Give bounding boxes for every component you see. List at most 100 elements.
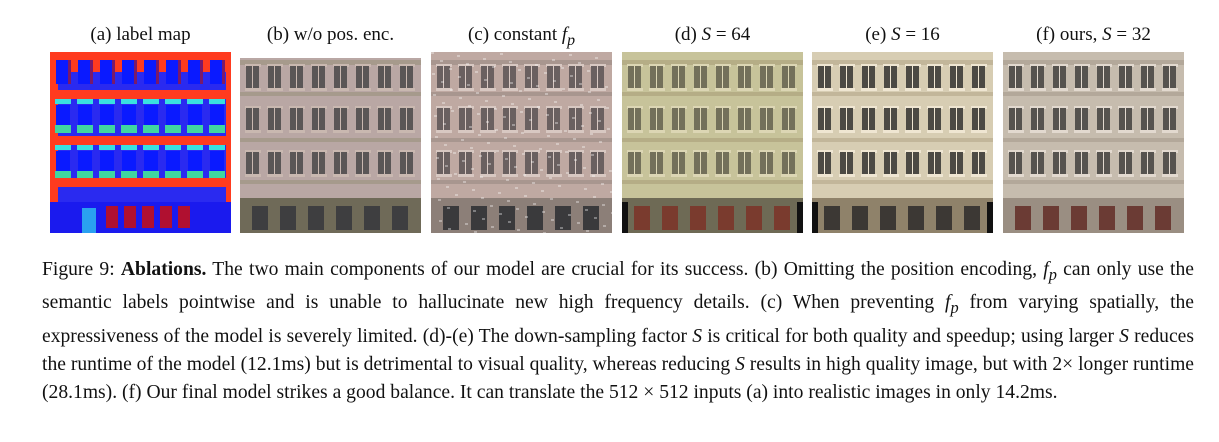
window-pediment xyxy=(1118,150,1134,153)
window-sill xyxy=(546,130,562,133)
cornice xyxy=(812,180,993,184)
window-mullion xyxy=(509,108,510,130)
window-mullion xyxy=(318,152,319,174)
window-pediment xyxy=(289,64,305,67)
label-balcony xyxy=(187,171,203,178)
window-pediment xyxy=(649,64,665,67)
window-sill xyxy=(289,174,305,177)
window-sill xyxy=(267,174,283,177)
label-sill xyxy=(187,145,203,150)
window-sill xyxy=(355,130,371,133)
cornice xyxy=(812,92,993,96)
window-sill xyxy=(715,174,731,177)
window-sill xyxy=(524,88,540,91)
ground-window xyxy=(852,206,868,230)
label-balcony xyxy=(165,171,181,178)
window-pediment xyxy=(693,64,709,67)
window-pediment xyxy=(1030,106,1046,109)
window-pediment xyxy=(377,64,393,67)
window-sill xyxy=(883,88,899,91)
window-mullion xyxy=(766,152,767,174)
window-mullion xyxy=(956,108,957,130)
window-pediment xyxy=(546,106,562,109)
window-sill xyxy=(715,130,731,133)
window-pediment xyxy=(759,64,775,67)
window-mullion xyxy=(1103,152,1104,174)
window-mullion xyxy=(978,108,979,130)
window-pediment xyxy=(1074,64,1090,67)
window-pediment xyxy=(627,64,643,67)
window-pediment xyxy=(355,64,371,67)
window-pediment xyxy=(1008,106,1024,109)
window-pediment xyxy=(627,106,643,109)
label-balcony xyxy=(121,125,137,133)
window-sill xyxy=(971,130,987,133)
cornice xyxy=(431,180,612,184)
window-pediment xyxy=(377,106,393,109)
window-mullion xyxy=(912,152,913,174)
window-sill xyxy=(333,88,349,91)
label-window xyxy=(100,151,114,171)
window-mullion xyxy=(487,108,488,130)
window-sill xyxy=(1096,130,1112,133)
window-pediment xyxy=(737,150,753,153)
window-pediment xyxy=(1008,150,1024,153)
window-mullion xyxy=(934,66,935,88)
window-mullion xyxy=(1015,108,1016,130)
window-mullion xyxy=(384,108,385,130)
label-sill xyxy=(77,145,93,150)
label-sill xyxy=(143,99,159,104)
label-balcony xyxy=(209,171,225,178)
window-sill xyxy=(568,174,584,177)
ground-floor xyxy=(622,198,803,233)
label-sill xyxy=(165,145,181,150)
window-sill xyxy=(267,130,283,133)
window-sill xyxy=(817,130,833,133)
facade-image-no-pos-enc xyxy=(240,52,421,233)
window-sill xyxy=(289,88,305,91)
label-cornice xyxy=(50,90,231,99)
window-sill xyxy=(1074,130,1090,133)
window-pediment xyxy=(693,106,709,109)
window-pediment xyxy=(839,106,855,109)
window-mullion xyxy=(1037,108,1038,130)
window-mullion xyxy=(1037,66,1038,88)
window-pediment xyxy=(737,64,753,67)
ground-window xyxy=(252,206,268,230)
window-pediment xyxy=(1118,64,1134,67)
window-pediment xyxy=(971,150,987,153)
window-sill xyxy=(289,130,305,133)
window-mullion xyxy=(1103,108,1104,130)
window-mullion xyxy=(912,66,913,88)
window-mullion xyxy=(531,108,532,130)
label-window xyxy=(210,105,224,125)
window-mullion xyxy=(443,152,444,174)
window-mullion xyxy=(978,152,979,174)
label-door xyxy=(82,208,96,233)
facade-image-s64 xyxy=(622,52,803,233)
window-pediment xyxy=(715,64,731,67)
label-sill xyxy=(143,145,159,150)
window-mullion xyxy=(824,152,825,174)
window-pediment xyxy=(649,106,665,109)
window-sill xyxy=(671,130,687,133)
window-mullion xyxy=(1059,66,1060,88)
window-sill xyxy=(737,174,753,177)
window-mullion xyxy=(788,108,789,130)
window-sill xyxy=(502,88,518,91)
ground-window xyxy=(824,206,840,230)
cornice xyxy=(812,138,993,142)
window-mullion xyxy=(766,108,767,130)
facade-image-constant-fp xyxy=(431,52,612,233)
window-sill xyxy=(949,130,965,133)
window-sill xyxy=(1162,130,1178,133)
window-pediment xyxy=(649,150,665,153)
window-mullion xyxy=(252,152,253,174)
ground-window xyxy=(280,206,296,230)
window-pediment xyxy=(927,150,943,153)
label-balcony xyxy=(143,125,159,133)
label-sill xyxy=(55,99,71,104)
window-mullion xyxy=(744,108,745,130)
ground-window xyxy=(908,206,924,230)
window-sill xyxy=(1052,88,1068,91)
